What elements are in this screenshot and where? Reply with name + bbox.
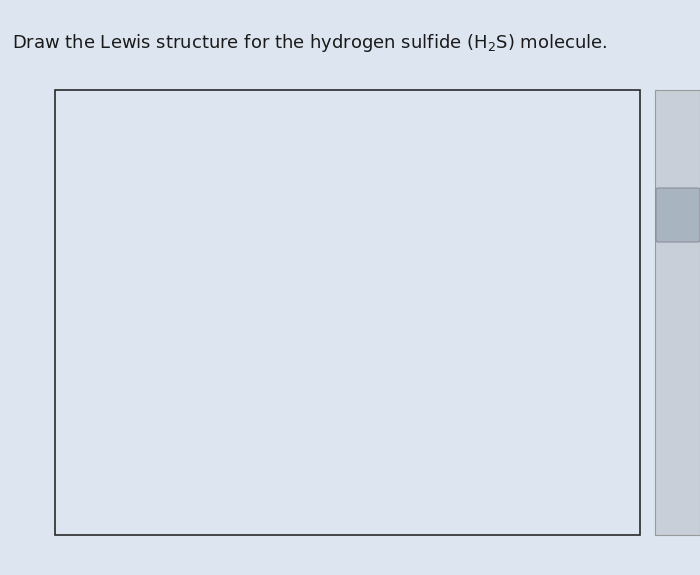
Bar xyxy=(55,90,640,535)
Bar xyxy=(655,90,700,535)
Text: Draw the Lewis structure for the hydrogen sulfide $\mathregular{(H_2S)}$ molecul: Draw the Lewis structure for the hydroge… xyxy=(12,32,608,54)
FancyBboxPatch shape xyxy=(656,188,700,242)
